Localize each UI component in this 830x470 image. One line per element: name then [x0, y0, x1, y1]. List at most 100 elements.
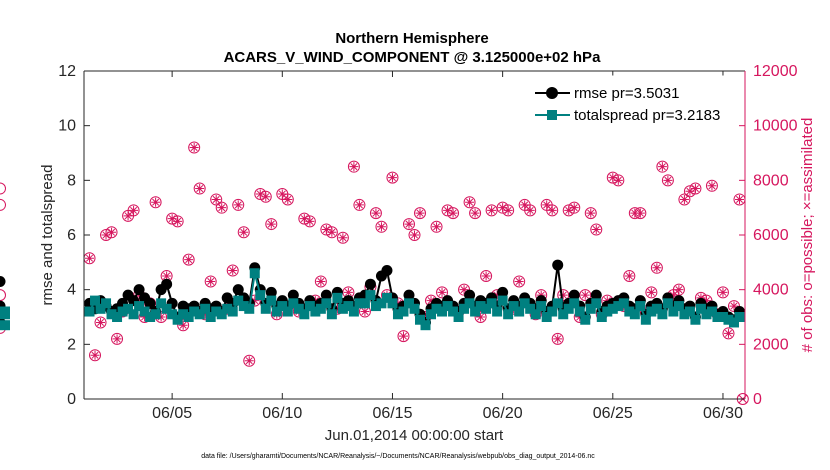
obs-possible-point	[402, 218, 415, 231]
obs-possible-point	[689, 182, 702, 195]
totalspread-point	[662, 298, 673, 309]
y-axis-right-title: # of obs: o=possible; ×=assimilated	[799, 118, 816, 353]
totalspread-point	[282, 306, 293, 317]
totalspread-point	[150, 309, 161, 320]
obs-assimilated-point	[376, 222, 386, 232]
obs-assimilated-point	[112, 334, 122, 344]
obs-assimilated-point	[679, 194, 689, 204]
y-right-tick-label: 6000	[753, 227, 789, 244]
obs-possible-point	[193, 182, 206, 195]
totalspread-point	[481, 303, 492, 314]
totalspread-point	[293, 303, 304, 314]
y-tick-label: 2	[67, 336, 76, 353]
obs-possible-point	[568, 201, 581, 214]
totalspread-point	[266, 295, 277, 306]
obs-assimilated-point	[189, 143, 199, 153]
totalspread-point	[563, 303, 574, 314]
totalspread-point	[574, 306, 585, 317]
obs-assimilated-point	[690, 184, 700, 194]
totalspread-point	[646, 306, 657, 317]
obs-possible-point	[414, 207, 427, 220]
totalspread-point	[442, 301, 453, 312]
totalspread-point	[426, 309, 437, 320]
obs-assimilated-point	[178, 320, 188, 330]
obs-possible-point	[127, 204, 140, 217]
obs-assimilated-point	[255, 189, 265, 199]
obs-assimilated-point	[624, 271, 634, 281]
totalspread-point	[123, 303, 134, 314]
obs-assimilated-point	[663, 175, 673, 185]
totalspread-point	[629, 309, 640, 320]
rmse-point	[403, 289, 415, 301]
obs-possible-point	[551, 332, 564, 345]
totalspread-point	[233, 295, 244, 306]
totalspread-point	[315, 303, 326, 314]
rmse-point	[161, 278, 173, 290]
totalspread-point	[90, 295, 101, 306]
obs-assimilated-point	[723, 328, 733, 338]
obs-possible-point	[430, 220, 443, 233]
obs-assimilated-point	[476, 312, 486, 322]
obs-assimilated-point	[195, 184, 205, 194]
totalspread-point	[101, 298, 112, 309]
totalspread-point	[238, 301, 249, 312]
obs-assimilated-point	[101, 230, 111, 240]
obs-possible-point	[705, 179, 718, 192]
obs-assimilated-point	[206, 276, 216, 286]
obs-assimilated-point	[404, 219, 414, 229]
obs-possible-point	[678, 193, 691, 206]
totalspread-point	[519, 298, 530, 309]
totalspread-point	[117, 306, 128, 317]
rmse-point	[287, 289, 299, 301]
obs-assimilated-point	[674, 285, 684, 295]
obs-possible-point	[105, 226, 118, 239]
totalspread-point	[359, 298, 370, 309]
obs-possible-point	[171, 215, 184, 228]
obs-possible-point	[182, 253, 195, 266]
obs-assimilated-point	[140, 312, 150, 322]
data-file-footnote: data file: /Users/gharamti/Documents/NCA…	[201, 453, 595, 460]
y-axis-title: rmse and totalspread	[39, 165, 56, 306]
totalspread-point	[679, 309, 690, 320]
obs-assimilated-point	[96, 317, 106, 327]
y-right-tick-label: 0	[753, 391, 762, 408]
totalspread-point	[558, 309, 569, 320]
obs-possible-point	[634, 207, 647, 220]
obs-assimilated-point	[387, 173, 397, 183]
obs-assimilated-point	[156, 312, 166, 322]
obs-assimilated-point	[613, 175, 623, 185]
obs-assimilated-point	[569, 203, 579, 213]
totalspread-point	[0, 309, 10, 320]
obs-possible-point	[232, 198, 245, 211]
totalspread-point	[530, 309, 541, 320]
obs-possible-point	[436, 286, 449, 299]
rmse-point	[133, 284, 145, 296]
obs-assimilated-point	[167, 214, 177, 224]
obs-possible-point	[215, 201, 228, 214]
totalspread-point	[591, 298, 602, 309]
obs-assimilated-point	[586, 208, 596, 218]
obs-assimilated-point	[707, 181, 717, 191]
obs-possible-point	[369, 207, 382, 220]
obs-assimilated-point	[261, 192, 271, 202]
legend-box	[526, 75, 732, 133]
totalspread-point	[194, 309, 205, 320]
y-tick-label: 12	[58, 63, 76, 80]
totalspread-point	[541, 312, 552, 322]
legend-totalspread-label: totalspread pr=3.2183	[574, 107, 720, 124]
x-tick-label: 06/05	[152, 405, 192, 422]
totalspread-point	[326, 309, 337, 320]
y-tick-label: 10	[58, 118, 76, 135]
obs-possible-point	[303, 215, 316, 228]
obs-assimilated-point	[239, 227, 249, 237]
totalspread-point	[304, 301, 315, 312]
obs-assimilated-point	[580, 290, 590, 300]
obs-possible-point	[485, 204, 498, 217]
obs-possible-point	[188, 141, 201, 154]
obs-assimilated-point	[553, 334, 563, 344]
obs-assimilated-point	[398, 331, 408, 341]
obs-assimilated-point	[228, 266, 238, 276]
obs-possible-point	[0, 182, 6, 195]
totalspread-point	[607, 303, 618, 314]
